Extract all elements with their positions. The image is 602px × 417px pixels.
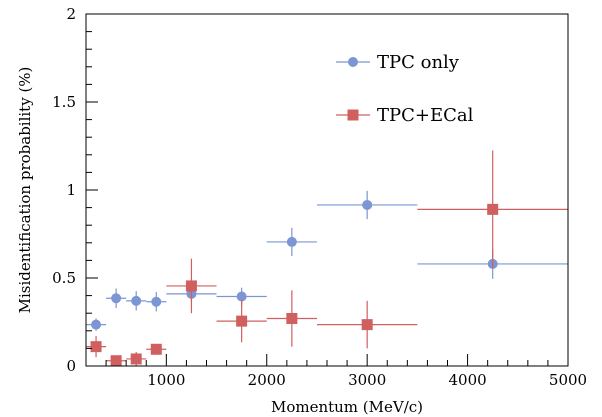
legend-marker — [347, 109, 359, 121]
legend-label: TPC+ECal — [377, 105, 474, 126]
square-marker — [487, 203, 499, 215]
y-tick-label: 1.5 — [52, 93, 76, 111]
x-tick-label: 2000 — [248, 371, 286, 389]
data-point — [106, 288, 127, 308]
circle-marker — [111, 293, 122, 304]
square-marker — [90, 341, 102, 353]
x-axis-ticks: 1000 2000 3000 4000 5000 — [85, 354, 587, 389]
data-point — [126, 351, 147, 366]
circle-marker — [286, 236, 297, 247]
data-point — [86, 318, 107, 331]
data-point — [106, 355, 127, 367]
legend: TPC only TPC+ECal — [336, 52, 474, 126]
legend-marker — [348, 57, 358, 67]
square-marker — [185, 280, 197, 292]
square-marker — [150, 343, 162, 355]
x-tick-label: 4000 — [448, 371, 486, 389]
circle-marker — [131, 295, 142, 306]
data-point — [86, 336, 107, 358]
legend-entry: TPC+ECal — [336, 105, 474, 126]
plot-frame — [85, 13, 569, 367]
square-marker — [110, 355, 122, 367]
square-marker — [236, 315, 248, 327]
y-axis-ticks: 0 0.5 1 1.5 2 — [52, 5, 98, 375]
data-point — [166, 258, 217, 314]
data-point — [126, 291, 147, 311]
x-tick-label: 5000 — [549, 371, 587, 389]
data-point — [216, 300, 267, 343]
square-marker — [130, 353, 142, 365]
data-point — [266, 227, 317, 256]
data-point — [316, 190, 418, 220]
x-axis-title: Momentum (MeV/c) — [271, 398, 423, 416]
legend-label: TPC only — [377, 52, 460, 73]
y-tick-label: 1 — [66, 181, 76, 199]
data-point — [316, 300, 418, 349]
y-tick-label: 2 — [66, 5, 76, 23]
data-point — [417, 150, 568, 269]
series-tpc-ecal — [86, 150, 568, 367]
x-tick-label: 3000 — [348, 371, 386, 389]
data-point — [146, 343, 167, 355]
y-tick-label: 0 — [66, 357, 76, 375]
circle-marker — [151, 296, 162, 307]
square-marker — [361, 319, 373, 331]
data-point — [146, 292, 167, 312]
circle-marker — [236, 291, 247, 302]
y-tick-label: 0.5 — [52, 269, 76, 287]
circle-marker — [362, 199, 373, 210]
x-tick-label: 1000 — [147, 371, 185, 389]
circle-marker — [91, 319, 102, 330]
square-marker — [286, 312, 298, 324]
data-layer — [86, 150, 568, 367]
data-point — [266, 290, 317, 347]
legend-entry: TPC only — [336, 52, 460, 73]
y-axis-title: Misidentification probability (%) — [16, 67, 34, 314]
